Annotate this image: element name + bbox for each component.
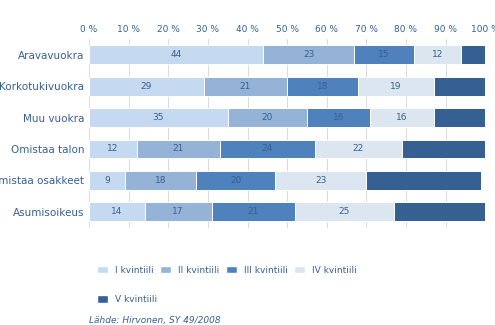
- Text: 15: 15: [378, 50, 390, 59]
- Bar: [414, 45, 461, 64]
- Text: 14: 14: [456, 113, 467, 122]
- Text: 18: 18: [154, 176, 166, 185]
- Bar: [434, 108, 489, 127]
- Text: 23: 23: [315, 176, 326, 185]
- Text: 20: 20: [262, 113, 273, 122]
- Bar: [402, 139, 485, 158]
- Text: Lähde: Hirvonen, SY 49/2008: Lähde: Hirvonen, SY 49/2008: [89, 316, 221, 325]
- Text: 23: 23: [303, 50, 314, 59]
- Text: 21: 21: [248, 207, 259, 216]
- Legend: V kvintiili: V kvintiili: [94, 291, 161, 307]
- Text: 29: 29: [418, 176, 429, 185]
- Text: 16: 16: [333, 113, 345, 122]
- Bar: [228, 108, 307, 127]
- Bar: [434, 77, 485, 96]
- Bar: [275, 171, 366, 190]
- Bar: [89, 202, 145, 221]
- Text: 35: 35: [152, 113, 164, 122]
- Bar: [220, 139, 315, 158]
- Bar: [295, 202, 394, 221]
- Bar: [366, 171, 481, 190]
- Text: 14: 14: [111, 207, 122, 216]
- Text: 19: 19: [390, 82, 402, 91]
- Bar: [89, 45, 263, 64]
- Text: 9: 9: [104, 176, 110, 185]
- Bar: [461, 45, 485, 64]
- Text: 20: 20: [230, 176, 241, 185]
- Text: 21: 21: [240, 82, 251, 91]
- Bar: [212, 202, 295, 221]
- Text: 21: 21: [438, 144, 449, 153]
- Bar: [125, 171, 196, 190]
- Text: 29: 29: [141, 82, 152, 91]
- Bar: [358, 77, 434, 96]
- Text: 22: 22: [353, 144, 364, 153]
- Text: 12: 12: [107, 144, 118, 153]
- Bar: [204, 77, 287, 96]
- Bar: [145, 202, 212, 221]
- Bar: [89, 77, 204, 96]
- Text: 18: 18: [317, 82, 329, 91]
- Bar: [196, 171, 275, 190]
- Text: 17: 17: [172, 207, 184, 216]
- Text: 25: 25: [339, 207, 350, 216]
- Bar: [287, 77, 358, 96]
- Bar: [307, 108, 370, 127]
- Text: 13: 13: [453, 82, 465, 91]
- Text: 12: 12: [432, 50, 443, 59]
- Bar: [89, 108, 228, 127]
- Bar: [394, 202, 489, 221]
- Text: 44: 44: [171, 50, 182, 59]
- Text: 24: 24: [436, 207, 447, 216]
- Text: 24: 24: [262, 144, 273, 153]
- Text: 21: 21: [173, 144, 184, 153]
- Text: 16: 16: [396, 113, 408, 122]
- Text: 6: 6: [470, 50, 476, 59]
- Legend: I kvintiili, II kvintiili, III kvintiili, IV kvintiili: I kvintiili, II kvintiili, III kvintiili…: [94, 262, 360, 278]
- Bar: [370, 108, 434, 127]
- Bar: [315, 139, 402, 158]
- Bar: [89, 139, 137, 158]
- Bar: [263, 45, 354, 64]
- Bar: [354, 45, 414, 64]
- Bar: [89, 171, 125, 190]
- Bar: [137, 139, 220, 158]
